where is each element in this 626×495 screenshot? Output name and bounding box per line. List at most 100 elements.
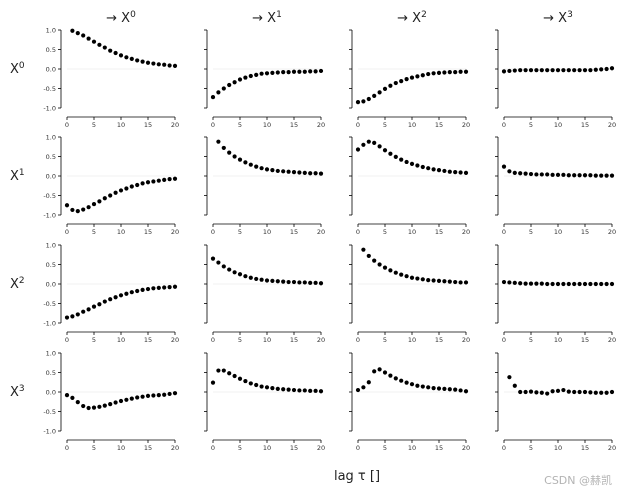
data-point (382, 86, 388, 91)
x-tick-label: 0 (356, 228, 360, 236)
x-tick-label: 15 (581, 121, 589, 129)
data-point (270, 278, 275, 283)
data-point (167, 285, 172, 290)
x-tick-label: 5 (238, 121, 242, 129)
data-point (582, 68, 588, 73)
x-tick-label: 5 (529, 121, 533, 129)
data-point (216, 368, 221, 373)
y-tick-label: 1.0 (46, 26, 56, 34)
data-point (113, 295, 118, 300)
data-point (108, 401, 113, 407)
data-point (313, 388, 318, 393)
data-point (388, 268, 393, 273)
x-tick-label: 5 (92, 121, 96, 129)
data-point (135, 288, 140, 294)
data-point (210, 380, 216, 385)
data-point (572, 68, 577, 73)
data-point (415, 383, 420, 388)
data-point (302, 388, 307, 393)
data-point (221, 264, 226, 269)
data-point (518, 281, 523, 286)
data-point (404, 159, 409, 165)
row-label: X1 (10, 168, 25, 184)
y-tick-label: -0.5 (43, 408, 56, 416)
data-point (355, 387, 361, 393)
data-point (291, 279, 297, 285)
data-point (458, 388, 463, 393)
data-point (393, 80, 398, 86)
data-point (593, 281, 598, 287)
data-point (588, 68, 593, 73)
data-point (436, 278, 442, 283)
data-point (609, 66, 615, 71)
data-point (507, 280, 512, 285)
data-point (501, 279, 507, 285)
data-point (81, 309, 86, 314)
data-point (420, 384, 425, 389)
data-point (409, 275, 415, 280)
data-point (577, 68, 582, 73)
x-tick-label: 5 (92, 336, 96, 344)
data-point (70, 207, 75, 213)
y-tick-label: 0.0 (46, 172, 56, 180)
data-point (313, 171, 318, 176)
data-point (308, 171, 313, 176)
data-point (75, 400, 80, 405)
x-tick-label: 10 (117, 444, 125, 452)
data-point (124, 55, 129, 60)
data-point (436, 168, 442, 173)
data-point (243, 378, 248, 384)
x-tick-label: 20 (608, 228, 616, 236)
subplot-panel: 0 5 10 15 20 (495, 244, 616, 344)
data-point (463, 69, 469, 74)
data-point (156, 62, 161, 67)
data-point (458, 69, 463, 74)
subplot-panel: 0 5 10 15 20 (204, 244, 325, 344)
y-tick-label: 0.5 (46, 153, 56, 161)
data-point (512, 68, 517, 73)
x-tick-label: 15 (144, 121, 152, 129)
data-point (420, 73, 425, 78)
data-point (151, 61, 156, 66)
subplot-panel: 0 5 10 15 20 (349, 352, 470, 452)
x-tick-label: 15 (435, 336, 443, 344)
data-point (313, 280, 318, 285)
data-point (593, 67, 598, 72)
data-point (463, 280, 469, 285)
x-tick-label: 5 (92, 228, 96, 236)
x-tick-label: 0 (211, 121, 215, 129)
data-point (162, 62, 167, 67)
data-point (599, 281, 604, 287)
data-point (604, 281, 609, 287)
data-point (172, 391, 178, 396)
data-point (259, 277, 264, 282)
data-point (523, 281, 528, 286)
data-point (162, 177, 167, 182)
x-tick-label: 0 (502, 336, 506, 344)
x-tick-label: 20 (462, 444, 470, 452)
data-point (382, 148, 388, 153)
data-point (237, 376, 243, 381)
data-point (129, 290, 134, 295)
data-point (97, 302, 102, 307)
data-point (415, 276, 420, 281)
data-point (582, 281, 588, 287)
data-point (539, 68, 544, 73)
x-tick-label: 20 (462, 228, 470, 236)
row-label: X0 (10, 61, 25, 77)
x-tick-label: 5 (383, 444, 387, 452)
y-tick-label: 1.0 (46, 349, 56, 357)
data-point (366, 96, 371, 102)
x-tick-label: 20 (171, 336, 179, 344)
x-tick-label: 0 (502, 228, 506, 236)
data-point (232, 80, 237, 85)
data-point (539, 172, 544, 177)
x-tick-label: 15 (435, 228, 443, 236)
data-point (297, 280, 302, 285)
subplot-panel: 0 5 10 15 20 (349, 244, 470, 344)
x-tick-label: 5 (238, 228, 242, 236)
x-tick-label: 15 (144, 228, 152, 236)
data-point (156, 178, 161, 183)
data-point (91, 39, 97, 44)
data-point (550, 172, 555, 177)
